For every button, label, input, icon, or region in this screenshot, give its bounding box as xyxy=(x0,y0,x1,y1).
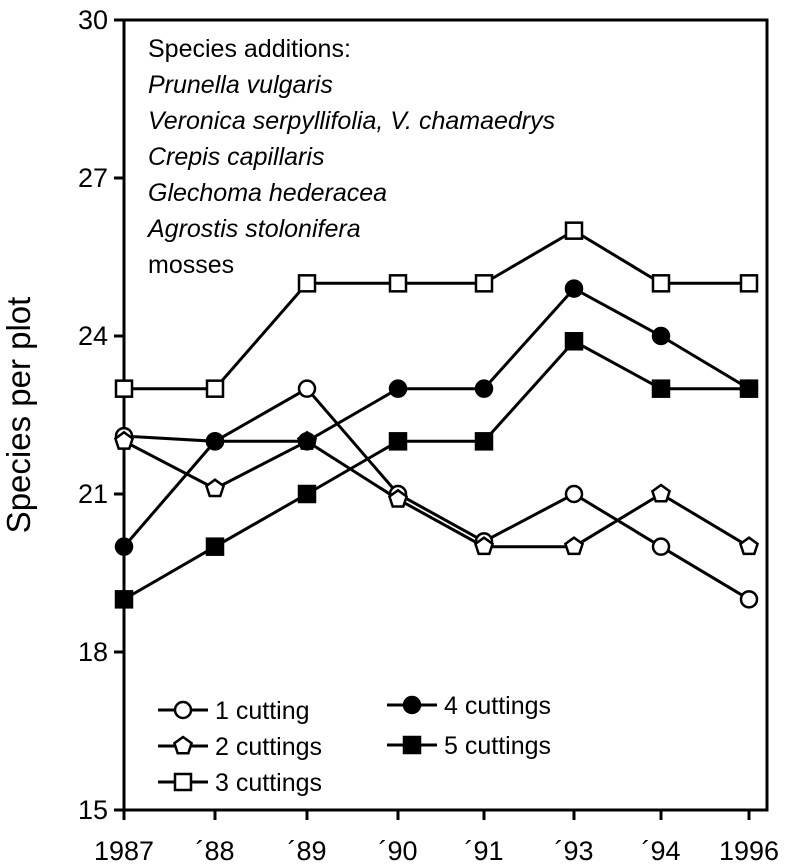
data-point xyxy=(205,432,225,451)
data-point xyxy=(172,735,194,755)
data-point xyxy=(564,332,584,351)
data-point xyxy=(564,221,584,240)
data-point xyxy=(388,379,408,398)
data-point xyxy=(205,537,225,556)
series-line xyxy=(122,286,750,548)
series-4-cuttings xyxy=(114,279,759,556)
data-point xyxy=(650,483,672,503)
data-point xyxy=(402,735,422,755)
legend-label: 4 cuttings xyxy=(444,692,551,720)
data-point xyxy=(474,432,494,451)
x-tick-label: ´89 xyxy=(287,836,326,866)
x-tick-label: ´88 xyxy=(195,836,234,866)
annotation-line: Crepis capillaris xyxy=(148,143,324,171)
legend-label: 3 cuttings xyxy=(215,769,322,797)
data-point xyxy=(738,536,760,556)
x-tick-label: ´94 xyxy=(641,836,680,866)
annotation-line: Agrostis stolonifera xyxy=(146,215,361,243)
y-tick-label: 24 xyxy=(78,321,108,351)
x-tick-label: ´91 xyxy=(464,836,503,866)
data-point xyxy=(564,279,584,298)
data-point xyxy=(297,432,317,451)
y-tick-label: 27 xyxy=(78,163,108,193)
data-point xyxy=(173,700,193,720)
legend-label: 1 cutting xyxy=(215,697,310,725)
data-point xyxy=(113,430,135,450)
plot-frame xyxy=(122,18,769,812)
y-axis-label: Species per plot xyxy=(0,297,37,534)
series-3-cuttings xyxy=(114,221,759,398)
data-point xyxy=(388,274,408,293)
y-axis: 15 18 21 24 27 30 xyxy=(78,5,124,825)
species-additions-annotation: Species additions: Prunella vulgaris Veron… xyxy=(146,35,555,279)
data-point xyxy=(651,379,671,398)
data-point xyxy=(563,536,585,556)
series-line xyxy=(123,339,749,601)
data-point xyxy=(739,379,759,398)
y-tick-label: 21 xyxy=(78,479,108,509)
data-point xyxy=(651,274,671,293)
x-tick-label: ´93 xyxy=(554,836,593,866)
data-point xyxy=(114,537,134,556)
legend-label: 2 cuttings xyxy=(215,733,322,761)
data-point xyxy=(297,379,317,398)
legend-item: 2 cuttings xyxy=(158,733,322,761)
data-point xyxy=(651,326,671,346)
data-point xyxy=(739,590,759,609)
data-point xyxy=(388,432,408,451)
data-point xyxy=(473,536,495,556)
y-tick-label: 18 xyxy=(78,637,108,667)
data-point xyxy=(739,274,759,293)
data-point xyxy=(474,274,494,293)
legend-item: 5 cuttings xyxy=(387,732,551,760)
annotation-line: Glechoma hederacea xyxy=(148,179,387,207)
data-point xyxy=(114,379,134,398)
data-point xyxy=(651,537,671,556)
data-point xyxy=(297,484,317,504)
data-point xyxy=(297,274,317,293)
y-tick-label: 30 xyxy=(78,5,108,35)
series-line xyxy=(123,386,750,601)
y-tick-label: 15 xyxy=(78,795,108,825)
x-axis: 1987 ´88 ´89 ´90 ´91 ´93 ´94 1996 xyxy=(94,810,779,866)
x-tick-label: 1987 xyxy=(94,836,154,866)
data-point xyxy=(173,772,193,792)
series-2-cuttings xyxy=(113,430,760,556)
x-tick-label: 1996 xyxy=(719,836,779,866)
annotation-line: Prunella vulgaris xyxy=(148,71,333,99)
x-tick-label: ´90 xyxy=(378,836,417,866)
data-point xyxy=(204,478,226,498)
data-point xyxy=(387,488,409,508)
series-5-cuttings xyxy=(114,332,759,609)
annotation-heading: Species additions: xyxy=(148,35,351,63)
data-point xyxy=(402,695,422,715)
data-point xyxy=(114,590,134,609)
series-line xyxy=(123,439,750,549)
series-line xyxy=(124,228,749,391)
legend-label: 5 cuttings xyxy=(444,732,551,760)
data-point xyxy=(564,484,584,504)
legend-item: 1 cutting xyxy=(158,697,310,725)
data-point xyxy=(205,379,225,398)
legend-item: 3 cuttings xyxy=(158,769,322,797)
annotation-line: mosses xyxy=(148,251,234,279)
annotation-line: Veronica serpyllifolia, V. chamaedrys xyxy=(148,107,555,135)
series-layer xyxy=(113,221,760,609)
legend-item: 4 cuttings xyxy=(387,692,551,720)
data-point xyxy=(474,379,494,398)
legend: 1 cutting 2 cuttings 3 cuttings 4 cuttings 5… xyxy=(158,692,551,797)
